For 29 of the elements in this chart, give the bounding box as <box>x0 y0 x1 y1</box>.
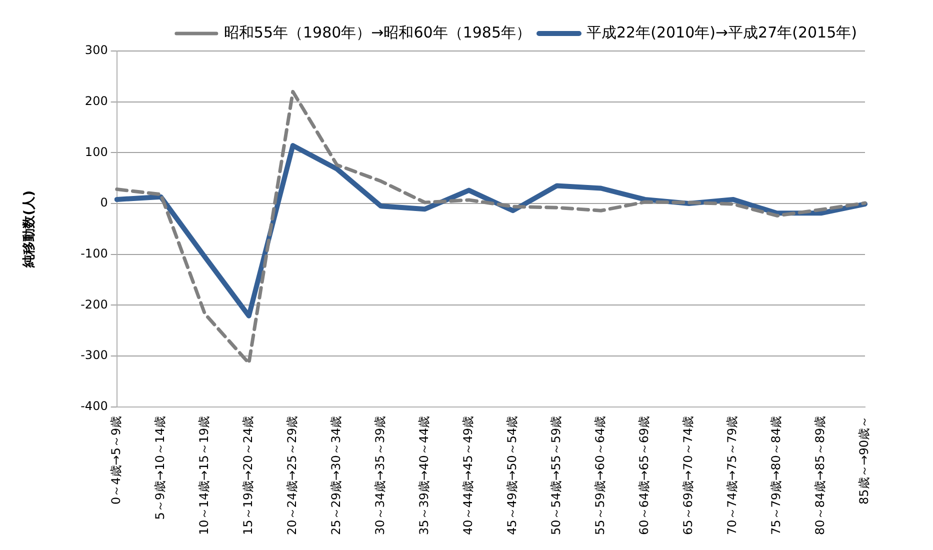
legend-label: 昭和55年（1980年）→昭和60年（1985年） <box>224 23 532 42</box>
y-tick-label: 200 <box>84 94 108 108</box>
y-tick-label: -200 <box>80 297 108 312</box>
x-tick-label: 60～64歳→65～69歳 <box>637 416 652 536</box>
x-tick-label: 45～49歳→50～54歳 <box>505 416 520 536</box>
x-tick-label: 20～24歳→25～29歳 <box>285 416 299 536</box>
x-tick-label: 5～9歳→10～14歳 <box>152 416 167 520</box>
y-tick-label: 300 <box>84 43 108 58</box>
x-tick-label: 40～44歳→45～49歳 <box>461 416 476 536</box>
y-tick-label: 100 <box>84 144 108 159</box>
x-tick-label: 10～14歳→15～19歳 <box>196 416 211 536</box>
x-tick-label: 80～84歳→85～89歳 <box>813 416 828 536</box>
y-tick-label: -400 <box>80 398 108 413</box>
x-tick-label: 0～4歳→5～9歳 <box>108 416 123 504</box>
x-tick-label: 65～69歳→70～74歳 <box>681 416 696 536</box>
y-axis-title: 純移動数(人) <box>22 190 38 268</box>
x-tick-label: 55～59歳→60～64歳 <box>593 416 608 536</box>
x-tick-label: 25～29歳→30～34歳 <box>329 416 344 536</box>
x-tick-label: 30～34歳→35～39歳 <box>373 416 388 536</box>
x-tick-label: 15～19歳→20～24歳 <box>240 416 255 536</box>
y-tick-label: -100 <box>80 246 108 260</box>
legend-label: 平成22年(2010年)→平成27年(2015年) <box>586 23 857 42</box>
y-tick-label: 0 <box>100 196 108 210</box>
x-tick-label: 75～79歳→80～84歳 <box>769 416 784 536</box>
x-tick-label: 85歳～→90歳～ <box>857 416 872 504</box>
x-tick-label: 70～74歳→75～79歳 <box>725 416 740 536</box>
y-tick-label: -300 <box>80 348 108 362</box>
x-tick-label: 35～39歳→40～44歳 <box>417 416 432 536</box>
x-tick-label: 50～54歳→55～59歳 <box>549 416 564 536</box>
